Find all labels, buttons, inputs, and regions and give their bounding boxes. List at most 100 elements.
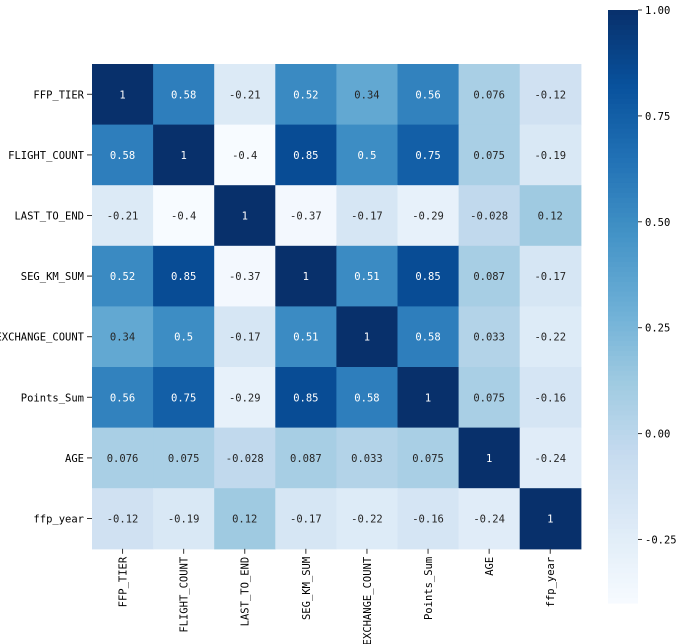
colorbar-segment [608,54,638,61]
heatmap-cell [275,124,337,186]
colorbar-segment [608,118,638,125]
y-tick-label: Points_Sum [21,392,84,404]
heatmap-cell [153,367,215,429]
colorbar-segment [608,187,638,194]
heatmap-cell [214,367,276,429]
heatmap-cell [214,64,276,126]
cell-value-label: 0.58 [354,392,379,404]
heatmap-cell [92,367,154,429]
heatmap-cell [397,427,460,489]
cell-value-label: 0.58 [171,89,196,101]
colorbar-segment [608,44,638,51]
heatmap-cell [458,427,521,489]
y-tick-label: ffp_year [33,514,84,526]
colorbar-tick-label: 0.50 [645,217,670,229]
heatmap-cell [153,185,215,247]
colorbar-segment [608,311,638,317]
colorbar-segment [608,430,638,436]
colorbar-segment [608,439,638,446]
colorbar-segment [608,405,638,411]
heatmap-cell [336,64,399,126]
cell-value-label: -0.12 [107,514,139,526]
x-tick-label: SEG_KM_SUM [301,557,313,620]
cell-value-label: 0.087 [473,271,505,283]
colorbar-tick-label: -0.25 [645,534,677,546]
colorbar-segment [608,434,638,441]
cell-value-label: -0.21 [229,89,261,101]
colorbar-segment [608,578,638,584]
colorbar-segment [608,543,638,550]
heatmap-cell [275,64,337,126]
colorbar-segment [608,331,638,337]
cell-value-label: 0.075 [473,150,505,162]
heatmap-cell [92,488,154,550]
colorbar-segment [608,489,638,495]
cell-value-label: 0.12 [538,211,563,223]
colorbar-segment [608,217,638,224]
colorbar-segment [608,365,638,372]
colorbar-segment [608,494,638,500]
colorbar-segment [608,454,638,461]
heatmap-cell [214,124,276,186]
cell-value-label: 0.56 [415,89,440,101]
colorbar-segment [608,128,638,135]
cell-value-label: -0.028 [226,453,264,465]
colorbar: 1.00 0.75 0.50 0.25 0.00 -0.25 [608,5,677,604]
cell-value-label: 0.85 [293,392,318,404]
heatmap-cell [397,306,460,368]
colorbar-segment [608,257,638,263]
heatmap-cell [519,185,582,247]
cell-value-label: 1 [180,150,186,162]
heatmap-cell [397,488,460,550]
colorbar-segment [608,504,638,510]
colorbar-segment [608,528,638,535]
colorbar-segment [608,192,638,199]
cell-value-label: -0.16 [412,514,444,526]
y-tick-label: FLIGHT_COUNT [8,150,85,162]
colorbar-segment [608,222,638,229]
heatmap-cells [92,64,582,550]
heatmap-cell [275,367,337,429]
colorbar-segment [608,74,638,80]
heatmap-cell [519,245,582,307]
colorbar-segment [608,98,638,105]
cell-value-label: 1 [547,514,553,526]
cell-value-label: -0.4 [171,211,196,223]
y-tick-label: EXCHANGE_COUNT [0,332,85,344]
cell-value-label: 0.5 [357,150,376,162]
colorbar-segment [608,148,638,154]
colorbar-segment [608,24,638,31]
heatmap-cell [153,427,215,489]
colorbar-segment [608,548,638,555]
heatmap-cell [214,488,276,550]
cell-value-label: -0.17 [229,332,261,344]
y-tick-label: FFP_TIER [33,89,84,101]
heatmap-cell [336,427,399,489]
cell-value-label: 0.56 [110,392,135,404]
x-tick-label: Points_Sum [423,557,435,620]
heatmap-cell [92,124,154,186]
cell-value-label: 1 [303,271,309,283]
colorbar-segment [608,523,638,530]
heatmap-cell [153,245,215,307]
heatmap-cell [519,124,582,186]
colorbar-segment [608,29,638,36]
colorbar-segment [608,227,638,233]
x-tick-label: ffp_year [545,557,557,608]
cell-value-label: 0.033 [351,453,383,465]
cell-value-label: -0.22 [534,332,566,344]
colorbar-segment [608,276,638,283]
colorbar-segment [608,266,638,273]
colorbar-segment [608,390,638,397]
cell-value-label: 0.52 [110,271,135,283]
heatmap-cell [153,488,215,550]
cell-value-label: 0.85 [171,271,196,283]
cell-value-label: 0.85 [415,271,440,283]
cell-value-label: -0.29 [229,392,261,404]
heatmap-cell [92,306,154,368]
colorbar-segment [608,484,638,490]
colorbar-segment [608,588,638,594]
heatmap-cell [336,185,399,247]
cell-value-label: -0.028 [470,211,508,223]
heatmap-cell [214,185,276,247]
